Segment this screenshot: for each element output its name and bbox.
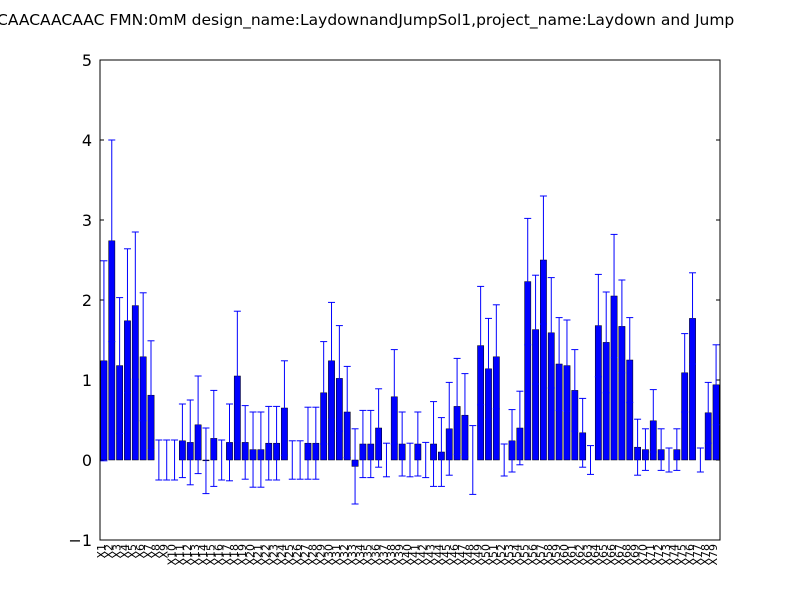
x-tick-label: X7	[142, 544, 155, 559]
x-tick-label: X33	[346, 544, 359, 566]
x-tick-label: X1	[95, 544, 108, 559]
x-tick-label: X16	[213, 544, 226, 566]
x-tick-label: X53	[503, 544, 516, 566]
x-tick-label: X70	[636, 544, 649, 566]
y-tick-label: −1	[68, 531, 92, 550]
x-tick-label: X2	[103, 544, 116, 559]
x-tick-label: X34	[354, 544, 367, 566]
x-tick-label: X45	[440, 544, 453, 566]
x-tick-label: X15	[205, 544, 218, 566]
x-tick-label: X78	[699, 544, 712, 566]
x-tick-label: X30	[322, 544, 335, 566]
x-tick-label: X26	[291, 544, 304, 566]
x-tick-label: X18	[228, 544, 241, 566]
y-tick-label: 5	[82, 51, 92, 70]
x-tick-label: X69	[628, 544, 641, 566]
x-tick-label: X62	[574, 544, 587, 566]
x-tick-label: X19	[236, 544, 249, 566]
x-tick-label: X52	[495, 544, 508, 566]
chart-title: CAACAACAAC FMN:0mM design_name:Laydownan…	[0, 11, 734, 30]
x-tick-label: X25	[283, 544, 296, 566]
x-tick-label: X36	[369, 544, 382, 566]
y-tick-label: 1	[82, 371, 92, 390]
x-tick-label: X73	[660, 544, 673, 566]
x-tick-label: X27	[299, 544, 312, 566]
x-tick-label: X10	[165, 544, 178, 566]
x-tick-label: X38	[385, 544, 398, 566]
x-tick-label: X35	[362, 544, 375, 566]
x-tick-label: X47	[456, 544, 469, 566]
x-tick-label: X60	[558, 544, 571, 566]
x-tick-label: X64	[589, 544, 602, 566]
x-tick-label: X59	[550, 544, 563, 566]
x-tick-label: X50	[479, 544, 492, 566]
x-tick-label: X28	[307, 544, 320, 566]
x-tick-label: X65	[597, 544, 610, 566]
x-tick-label: X48	[464, 544, 477, 566]
y-tick-label: 0	[82, 451, 92, 470]
x-tick-label: X51	[487, 544, 500, 566]
x-tick-label: X4	[118, 544, 131, 559]
x-tick-label: X9	[158, 544, 171, 559]
y-tick-label: 2	[82, 291, 92, 310]
x-tick-label: X39	[393, 544, 406, 566]
plot-frame	[99, 59, 721, 541]
x-tick-label: X57	[534, 544, 547, 566]
x-tick-label: X54	[511, 544, 524, 566]
x-tick-label: X12	[181, 544, 194, 566]
x-tick-label: X41	[409, 544, 422, 566]
x-tick-label: X13	[189, 544, 202, 566]
x-tick-label: X31	[330, 544, 343, 566]
x-tick-label: X68	[621, 544, 634, 566]
x-tick-label: X67	[613, 544, 626, 566]
x-tick-label: X77	[691, 544, 704, 566]
x-tick-label: X76	[683, 544, 696, 566]
x-tick-label: X43	[424, 544, 437, 566]
x-tick-label: X14	[197, 544, 210, 566]
y-tick-label: 4	[82, 131, 92, 150]
x-tick-label: X22	[260, 544, 273, 566]
x-tick-label: X49	[471, 544, 484, 566]
x-tick-label: X11	[173, 544, 186, 566]
x-tick-label: X17	[220, 544, 233, 566]
x-tick-label: X5	[126, 544, 139, 559]
x-tick-label: X74	[668, 544, 681, 566]
x-tick-label: X20	[244, 544, 257, 566]
x-tick-label: X44	[432, 544, 445, 566]
y-tick-label: 3	[82, 211, 92, 230]
x-tick-label: X46	[448, 544, 461, 566]
x-tick-label: X37	[377, 544, 390, 566]
x-tick-label: X56	[526, 544, 539, 566]
x-tick-label: X71	[644, 544, 657, 566]
x-tick-label: X58	[542, 544, 555, 566]
x-tick-label: X3	[110, 544, 123, 559]
x-tick-label: X23	[267, 544, 280, 566]
x-tick-label: X40	[401, 544, 414, 566]
x-tick-label: X63	[581, 544, 594, 566]
x-tick-label: X72	[652, 544, 665, 566]
x-tick-label: X32	[338, 544, 351, 566]
x-tick-label: X6	[134, 544, 147, 559]
x-tick-label: X75	[676, 544, 689, 566]
x-tick-label: X79	[707, 544, 720, 566]
x-tick-label: X21	[252, 544, 265, 566]
x-tick-label: X61	[566, 544, 579, 566]
x-tick-label: X55	[519, 544, 532, 566]
x-tick-label: X8	[150, 544, 163, 559]
x-tick-label: X66	[605, 544, 618, 566]
x-tick-label: X29	[315, 544, 328, 566]
x-tick-label: X24	[275, 544, 288, 566]
x-tick-label: X42	[417, 544, 430, 566]
